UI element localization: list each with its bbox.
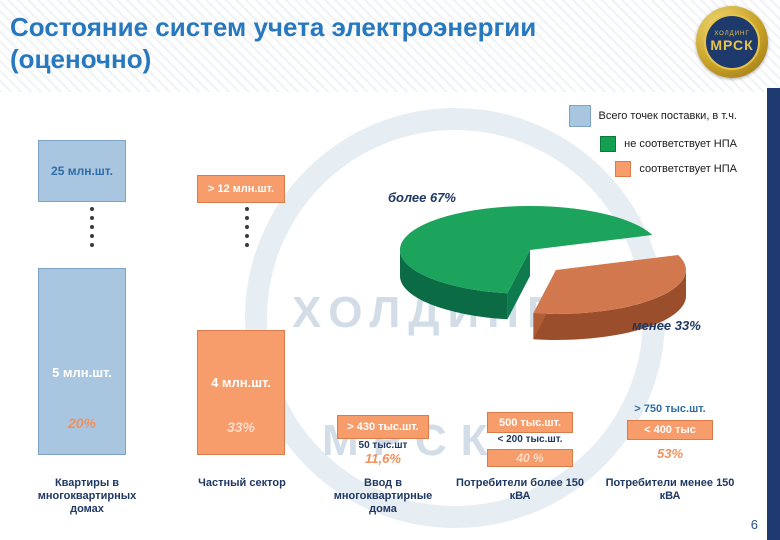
category-label-apartments: Квартиры в многоквартирных домах: [37, 477, 137, 515]
bar-under150-percent: 53%: [656, 446, 684, 461]
axis-break-dots: [90, 207, 94, 247]
legend-label-compliant: соответствует НПА: [639, 163, 737, 175]
bar-over150-percent: 40 %: [516, 451, 544, 465]
bar-apartments-percent: 20%: [67, 415, 97, 431]
bar-over150-total-value: 500 тыс.шт.: [498, 416, 561, 429]
legend-swatch-total: [568, 105, 591, 127]
bar-apartments-compliant-value: 5 млн.шт.: [52, 365, 112, 380]
legend-label-noncompliant: не соответствует НПА: [624, 138, 737, 150]
bar-apartments-compliant: 5 млн.шт. 20%: [38, 268, 126, 455]
slide-title-line1: Состояние систем учета электроэнергии: [10, 12, 537, 42]
pie-label-orange: менее 33%: [632, 318, 701, 333]
pie-slice-green: [399, 205, 653, 294]
bar-private-compliant-value: 4 млн.шт.: [211, 375, 271, 390]
legend-swatch-compliant: [615, 161, 632, 177]
mrsk-holding-logo: ХОЛДИНГ МРСК: [696, 6, 768, 78]
logo-holding-text: ХОЛДИНГ: [714, 31, 750, 37]
pie-slice-orange: [533, 255, 686, 314]
legend: Всего точек поставки, в т.ч. не соответс…: [568, 105, 738, 177]
bar-apartments-total-value: 25 млн.шт.: [51, 164, 113, 178]
slide-title-line2: (оценочно): [10, 43, 152, 74]
page-number: 6: [750, 517, 758, 532]
legend-row-noncompliant: не соответствует НПА: [600, 136, 737, 152]
header-hatch-band: [0, 0, 780, 92]
slide-title: Состояние систем учета электроэнергии (о…: [10, 12, 536, 75]
bar-over150-compliant-value: < 200 тыс.шт.: [497, 434, 563, 445]
pie-label-green: более 67%: [388, 190, 456, 205]
bar-newbuild-percent: 11,6%: [365, 451, 401, 466]
category-label-over150: Потребители более 150 кВА: [455, 477, 585, 502]
category-label-private: Частный сектор: [198, 477, 286, 489]
pie-chart: [399, 205, 686, 340]
bar-private-percent: 33%: [226, 419, 256, 435]
bar-private-total: > 12 млн.шт.: [197, 175, 285, 203]
bar-private-total-value: > 12 млн.шт.: [207, 183, 275, 195]
bar-newbuild-compliant-value: 50 тыс.шт: [358, 440, 408, 451]
bar-under150-total-value: > 750 тыс.шт.: [634, 403, 706, 415]
bar-newbuild-total: > 430 тыс.шт.: [337, 415, 429, 439]
bar-apartments-total: 25 млн.шт.: [38, 140, 126, 202]
bar-under150-compliant: < 400 тыс: [627, 420, 713, 440]
pie-orange-side: [533, 270, 686, 340]
legend-row-total: Всего точек поставки, в т.ч.: [568, 105, 738, 127]
right-edge-strip: [767, 88, 780, 540]
bar-over150-total: 500 тыс.шт.: [487, 412, 573, 433]
legend-label-total: Всего точек поставки, в т.ч.: [598, 110, 738, 122]
bar-newbuild-total-value: > 430 тыс.шт.: [347, 421, 419, 433]
category-label-under150: Потребители менее 150 кВА: [605, 477, 735, 502]
category-label-newbuild: Ввод в многоквартирные дома: [333, 477, 433, 515]
bar-over150-percent-bar: 40 %: [487, 449, 573, 467]
legend-row-compliant: соответствует НПА: [615, 161, 737, 177]
bar-private-compliant: 4 млн.шт. 33%: [197, 330, 285, 455]
bar-under150-compliant-value: < 400 тыс: [644, 424, 696, 436]
axis-break-dots: [245, 207, 249, 247]
logo-inner-circle: ХОЛДИНГ МРСК: [704, 14, 760, 70]
pie-green-cut-face: [507, 250, 530, 320]
legend-swatch-noncompliant: [600, 136, 617, 152]
logo-brand-text: МРСК: [710, 37, 754, 53]
pie-green-side: [400, 250, 508, 320]
